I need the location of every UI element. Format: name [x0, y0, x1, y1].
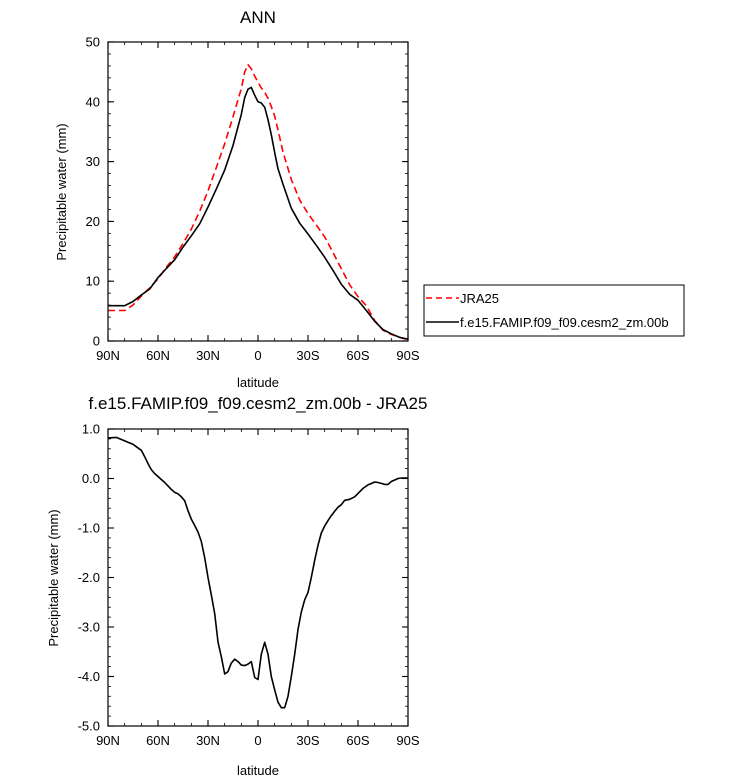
bottom-xtick-label: 90N — [96, 733, 120, 748]
top-ytick-label: 20 — [86, 214, 100, 229]
bottom-chart-title: f.e15.FAMIP.f09_f09.cesm2_zm.00b - JRA25 — [89, 394, 428, 413]
bottom-tick-marks — [107, 428, 409, 727]
top-xtick-label: 30S — [296, 348, 319, 363]
top-xtick-label: 0 — [254, 348, 261, 363]
bottom-xtick-label: 90S — [396, 733, 419, 748]
top-xtick-label: 90S — [396, 348, 419, 363]
bottom-ytick-label: -3.0 — [78, 620, 100, 635]
top-y-axis-label: Precipitable water (mm) — [54, 123, 69, 260]
bottom-xtick-label: 60S — [346, 733, 369, 748]
bottom-x-axis-label: latitude — [237, 763, 279, 778]
bottom-xtick-label: 60N — [146, 733, 170, 748]
top-panel: ANN 0 10 20 30 40 50 90N 60N 30N 0 30S 60S 90S Preci… — [54, 8, 420, 390]
bottom-xtick-label: 0 — [254, 733, 261, 748]
top-ytick-label: 50 — [86, 35, 100, 50]
bottom-ytick-label: 0.0 — [82, 471, 100, 486]
bottom-ytick-label: -2.0 — [78, 570, 100, 585]
legend-label-cesm2: f.e15.FAMIP.f09_f09.cesm2_zm.00b — [460, 315, 669, 330]
bottom-y-axis-label: Precipitable water (mm) — [46, 509, 61, 646]
bottom-ytick-label: -5.0 — [78, 719, 100, 734]
top-series-lines — [108, 63, 409, 341]
top-xtick-label: 90N — [96, 348, 120, 363]
top-series-line-jra25 — [108, 63, 409, 341]
top-tick-marks — [107, 41, 409, 342]
top-ytick-label: 10 — [86, 274, 100, 289]
bottom-series-line-1 — [107, 436, 408, 709]
top-xtick-label: 60N — [146, 348, 170, 363]
bottom-xtick-label: 30S — [296, 733, 319, 748]
top-xtick-label: 30N — [196, 348, 220, 363]
bottom-ytick-label: -1.0 — [78, 521, 100, 536]
top-xtick-label: 60S — [346, 348, 369, 363]
top-plot-frame — [107, 41, 409, 342]
bottom-xtick-label: 30N — [196, 733, 220, 748]
top-series-line-f-e15-famip-f09-f09-cesm2-zm-00b — [108, 86, 409, 340]
bottom-ytick-label: -4.0 — [78, 669, 100, 684]
legend: JRA25 f.e15.FAMIP.f09_f09.cesm2_zm.00b — [423, 284, 685, 337]
top-ytick-label: 0 — [93, 334, 100, 349]
top-ytick-label: 40 — [86, 94, 100, 109]
top-chart-title: ANN — [240, 8, 276, 27]
bottom-panel: f.e15.FAMIP.f09_f09.cesm2_zm.00b - JRA25… — [46, 394, 427, 778]
legend-box — [423, 284, 685, 337]
top-x-axis-label: latitude — [237, 375, 279, 390]
bottom-plot-frame — [107, 428, 409, 727]
bottom-ytick-label: 1.0 — [82, 422, 100, 437]
legend-label-jra25: JRA25 — [460, 291, 499, 306]
bottom-series-lines — [107, 436, 408, 709]
top-ytick-label: 30 — [86, 154, 100, 169]
top-tick-labels: 0 10 20 30 40 50 90N 60N 30N 0 30S 60S 90S — [86, 35, 420, 364]
